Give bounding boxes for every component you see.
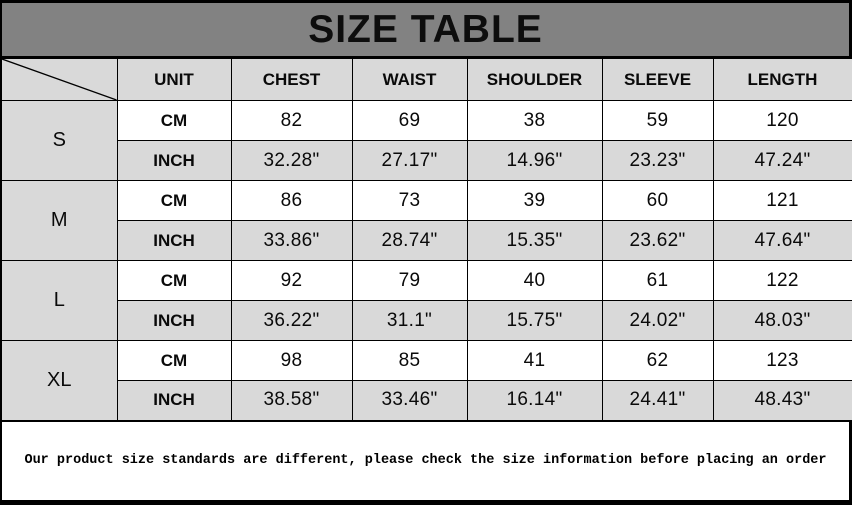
column-header-waist: WAIST <box>351 57 468 101</box>
table-row-xl-cm: XL CM 98 85 41 62 123 <box>0 340 852 421</box>
measurement-value-shoulder: 16.14" <box>466 380 603 421</box>
table-row-xl-inch: INCH 38.58" 33.46" 16.14" 24.41" 48.43" <box>1 380 852 421</box>
unit-label: CM <box>116 100 232 141</box>
title-bar: SIZE TABLE <box>0 0 852 56</box>
measurement-value-waist: 79 <box>351 260 468 301</box>
measurement-value-sleeve: 24.02" <box>601 300 714 341</box>
measurement-value-shoulder: 38 <box>466 100 603 141</box>
column-header-sleeve: SLEEVE <box>601 57 714 101</box>
unit-label: INCH <box>116 380 232 421</box>
measurement-value-chest: 98 <box>230 340 353 381</box>
measurement-value-chest: 36.22" <box>230 300 353 341</box>
measurement-value-waist: 69 <box>351 100 468 141</box>
measurement-value-waist: 33.46" <box>351 380 468 421</box>
measurement-value-length: 122 <box>712 260 852 301</box>
measurement-value-waist: 27.17" <box>351 140 468 181</box>
column-header-chest: CHEST <box>230 57 353 101</box>
unit-label: CM <box>116 180 232 221</box>
diagonal-line-icon <box>2 59 117 100</box>
unit-label: INCH <box>116 220 232 261</box>
measurement-value-sleeve: 60 <box>601 180 714 221</box>
measurement-value-chest: 33.86" <box>230 220 353 261</box>
measurement-value-shoulder: 39 <box>466 180 603 221</box>
measurement-value-sleeve: 24.41" <box>601 380 714 421</box>
size-label-xl: XL <box>0 340 118 421</box>
column-header-unit: UNIT <box>116 57 232 101</box>
column-header-shoulder: SHOULDER <box>466 57 603 101</box>
table-row-s-inch: INCH 32.28" 27.17" 14.96" 23.23" 47.24" <box>1 140 852 181</box>
size-label-s: S <box>0 100 118 181</box>
table-row-l-cm: L CM 92 79 40 61 122 <box>0 260 852 341</box>
measurement-value-shoulder: 14.96" <box>466 140 603 181</box>
measurement-value-length: 47.64" <box>712 220 852 261</box>
table-row-m-inch: INCH 33.86" 28.74" 15.35" 23.62" 47.64" <box>1 220 852 261</box>
measurement-value-sleeve: 62 <box>601 340 714 381</box>
measurement-value-sleeve: 61 <box>601 260 714 301</box>
measurement-value-chest: 92 <box>230 260 353 301</box>
size-label-l: L <box>0 260 118 341</box>
unit-label: INCH <box>116 140 232 181</box>
size-table: UNIT CHEST WAIST SHOULDER SLEEVE LENGTH … <box>0 56 852 422</box>
measurement-value-waist: 85 <box>351 340 468 381</box>
measurement-value-shoulder: 40 <box>466 260 603 301</box>
measurement-value-length: 123 <box>712 340 852 381</box>
measurement-value-chest: 86 <box>230 180 353 221</box>
measurement-value-waist: 28.74" <box>351 220 468 261</box>
table-row-l-inch: INCH 36.22" 31.1" 15.75" 24.02" 48.03" <box>1 300 852 341</box>
size-table-body: S CM 82 69 38 59 120 INCH 32.28" 27.17" 14.96" 23.2… <box>0 100 852 421</box>
measurement-value-sleeve: 23.62" <box>601 220 714 261</box>
measurement-value-waist: 31.1" <box>351 300 468 341</box>
measurement-value-length: 120 <box>712 100 852 141</box>
measurement-value-chest: 32.28" <box>230 140 353 181</box>
table-row-m-cm: M CM 86 73 39 60 121 <box>0 180 852 261</box>
measurement-value-shoulder: 41 <box>466 340 603 381</box>
measurement-value-length: 121 <box>712 180 852 221</box>
unit-label: CM <box>116 340 232 381</box>
measurement-value-sleeve: 23.23" <box>601 140 714 181</box>
measurement-value-shoulder: 15.35" <box>466 220 603 261</box>
header-row: UNIT CHEST WAIST SHOULDER SLEEVE LENGTH <box>0 57 852 101</box>
measurement-value-waist: 73 <box>351 180 468 221</box>
diagonal-corner-cell <box>0 57 118 101</box>
unit-label: CM <box>116 260 232 301</box>
footer-note-box: Our product size standards are different… <box>0 421 852 505</box>
measurement-value-sleeve: 59 <box>601 100 714 141</box>
measurement-value-chest: 82 <box>230 100 353 141</box>
size-label-m: M <box>0 180 118 261</box>
measurement-value-length: 48.03" <box>712 300 852 341</box>
page-title: SIZE TABLE <box>308 7 543 51</box>
measurement-value-length: 48.43" <box>712 380 852 421</box>
unit-label: INCH <box>116 300 232 341</box>
column-header-length: LENGTH <box>712 57 852 101</box>
table-row-s-cm: S CM 82 69 38 59 120 <box>0 100 852 181</box>
measurement-value-length: 47.24" <box>712 140 852 181</box>
measurement-value-chest: 38.58" <box>230 380 353 421</box>
measurement-value-shoulder: 15.75" <box>466 300 603 341</box>
footer-note-text: Our product size standards are different… <box>24 453 827 469</box>
